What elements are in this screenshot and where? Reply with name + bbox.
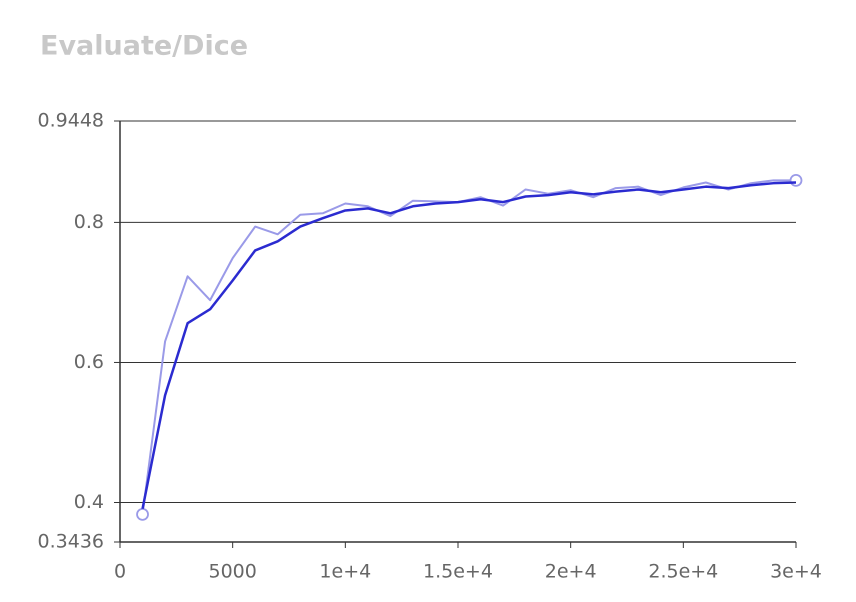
y-tick-label: 0.3436 xyxy=(38,531,104,553)
series-line xyxy=(141,179,796,515)
end-marker xyxy=(136,508,149,521)
end-marker xyxy=(789,173,803,187)
chart-title: Evaluate/Dice xyxy=(40,31,248,62)
x-tick-label: 3e+4 xyxy=(770,561,822,583)
x-tick-label: 1.5e+4 xyxy=(423,561,493,583)
x-tick-label: 5000 xyxy=(208,561,256,583)
y-tick-label: 0.8 xyxy=(74,211,104,233)
x-tick-label: 0 xyxy=(114,561,126,583)
series-line xyxy=(141,181,797,510)
x-tick-label: 1e+4 xyxy=(319,561,371,583)
x-tick-label: 2e+4 xyxy=(545,561,597,583)
y-tick-label: 0.6 xyxy=(74,351,104,373)
y-tick-label: 0.4 xyxy=(74,491,104,513)
y-tick-label: 0.9448 xyxy=(38,110,104,132)
x-tick-label: 2.5e+4 xyxy=(648,561,718,583)
